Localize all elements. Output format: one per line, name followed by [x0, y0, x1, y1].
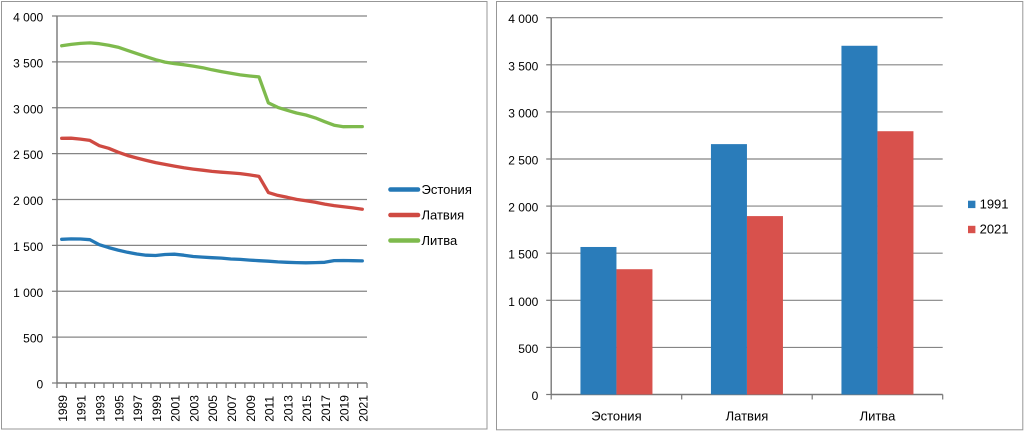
- svg-text:2013: 2013: [281, 395, 295, 422]
- svg-text:2017: 2017: [319, 395, 333, 422]
- svg-text:2001: 2001: [169, 395, 183, 422]
- svg-text:1 500: 1 500: [13, 240, 43, 254]
- svg-text:2019: 2019: [338, 395, 352, 422]
- svg-text:2009: 2009: [244, 395, 258, 422]
- svg-text:3 000: 3 000: [508, 106, 538, 120]
- svg-text:3 500: 3 500: [508, 59, 538, 73]
- svg-text:2021: 2021: [357, 395, 371, 422]
- svg-text:4 000: 4 000: [13, 11, 43, 25]
- svg-text:1997: 1997: [131, 395, 145, 422]
- svg-text:2005: 2005: [206, 395, 220, 422]
- svg-text:2 000: 2 000: [13, 194, 43, 208]
- svg-text:2003: 2003: [187, 395, 201, 422]
- svg-text:500: 500: [23, 332, 43, 346]
- svg-text:1991: 1991: [75, 395, 89, 422]
- svg-text:2011: 2011: [263, 396, 277, 422]
- svg-text:2 000: 2 000: [508, 201, 538, 215]
- svg-text:2015: 2015: [300, 395, 314, 422]
- svg-text:2 500: 2 500: [13, 148, 43, 162]
- svg-text:0: 0: [532, 389, 539, 403]
- svg-text:Эстония: Эстония: [422, 182, 472, 197]
- svg-text:2 500: 2 500: [508, 154, 538, 168]
- svg-text:1 500: 1 500: [508, 248, 538, 262]
- svg-text:Латвия: Латвия: [726, 408, 769, 423]
- svg-text:1993: 1993: [93, 395, 107, 422]
- svg-text:1991: 1991: [980, 197, 1009, 212]
- svg-text:Литва: Литва: [422, 233, 459, 248]
- svg-text:1995: 1995: [112, 395, 126, 422]
- svg-text:Латвия: Латвия: [422, 208, 465, 223]
- svg-text:4 000: 4 000: [508, 12, 538, 26]
- svg-text:1 000: 1 000: [508, 295, 538, 309]
- svg-text:Литва: Литва: [860, 408, 897, 423]
- svg-text:2007: 2007: [225, 395, 239, 422]
- svg-text:1999: 1999: [150, 395, 164, 422]
- svg-text:3 000: 3 000: [13, 102, 43, 116]
- svg-text:3 500: 3 500: [13, 56, 43, 70]
- svg-text:1989: 1989: [56, 395, 70, 422]
- svg-text:500: 500: [518, 342, 538, 356]
- svg-text:Эстония: Эстония: [591, 408, 641, 423]
- svg-text:1 000: 1 000: [13, 286, 43, 300]
- svg-text:2021: 2021: [980, 222, 1009, 237]
- svg-text:0: 0: [37, 378, 44, 392]
